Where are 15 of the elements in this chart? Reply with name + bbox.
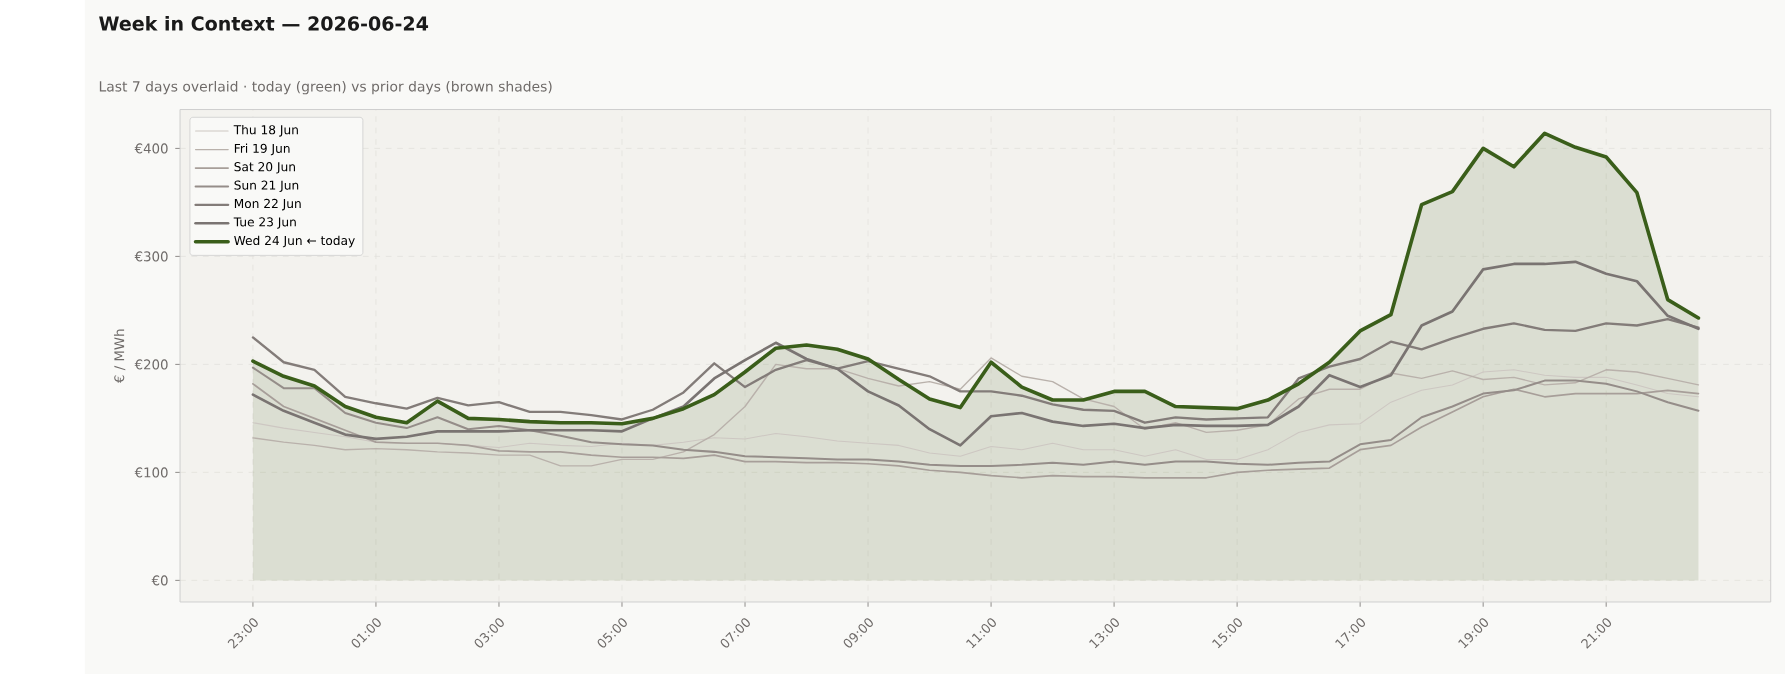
legend-label: Sat 20 Jun xyxy=(234,161,295,174)
y-tick-label: €100 xyxy=(134,467,168,478)
legend-label: Mon 22 Jun xyxy=(234,198,301,211)
y-tick-label: €400 xyxy=(134,143,168,154)
chart-subtitle: Last 7 days overlaid · today (green) vs prior days (brown shades) xyxy=(99,80,552,95)
y-tick-label: €300 xyxy=(134,251,168,262)
chart-title: Week in Context — 2026-06-24 xyxy=(99,15,429,31)
legend-label: Wed 24 Jun ← today xyxy=(234,235,355,248)
legend-label: Thu 18 Jun xyxy=(233,124,298,137)
y-tick-label: €0 xyxy=(151,575,168,586)
legend-label: Fri 19 Jun xyxy=(234,143,290,156)
legend-label: Sun 21 Jun xyxy=(234,180,299,192)
y-axis-title: € / MWh xyxy=(113,329,126,383)
y-tick-label: €200 xyxy=(134,359,168,370)
legend-label: Tue 23 Jun xyxy=(233,217,296,229)
